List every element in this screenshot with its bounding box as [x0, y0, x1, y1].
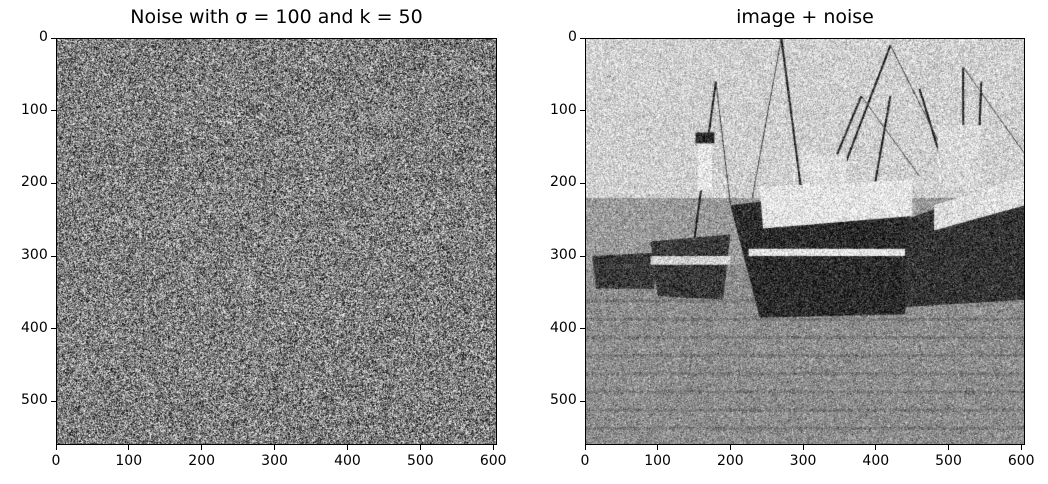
noisy-image-title: image + noise	[736, 6, 874, 28]
y-tick-label: 200	[550, 174, 577, 191]
x-tick-label: 600	[479, 453, 507, 469]
x-tick-mark	[584, 445, 586, 450]
x-tick-label: 300	[789, 453, 817, 469]
x-tick-mark	[201, 445, 203, 450]
y-tick-label: 400	[21, 319, 48, 336]
y-tick-label: 500	[21, 392, 48, 409]
y-tick-mark	[580, 37, 585, 39]
noisy-image-axes-frame	[585, 38, 1025, 445]
y-tick-mark	[580, 400, 585, 402]
noise-axes-frame	[56, 38, 497, 445]
y-tick-label: 500	[550, 392, 577, 409]
x-tick-mark	[347, 445, 349, 450]
x-tick-mark	[948, 445, 950, 450]
x-tick-mark	[875, 445, 877, 450]
x-tick-label: 500	[935, 453, 962, 469]
x-tick-label: 400	[334, 453, 361, 469]
x-tick-mark	[419, 445, 421, 450]
y-tick-label: 400	[550, 319, 577, 336]
x-tick-mark	[492, 445, 494, 450]
x-tick-label: 200	[188, 453, 216, 469]
y-tick-label: 300	[21, 247, 48, 264]
y-tick-label: 300	[550, 247, 577, 264]
y-tick-mark	[51, 110, 56, 112]
y-tick-mark	[580, 255, 585, 257]
y-tick-mark	[580, 328, 585, 330]
x-tick-label: 500	[406, 453, 434, 469]
x-tick-label: 0	[580, 453, 590, 469]
x-tick-label: 200	[716, 453, 744, 469]
x-tick-mark	[128, 445, 130, 450]
x-tick-label: 600	[1007, 453, 1035, 469]
x-tick-label: 100	[115, 453, 143, 469]
y-tick-mark	[51, 182, 56, 184]
y-tick-label: 200	[21, 174, 48, 191]
y-tick-mark	[51, 400, 56, 402]
y-tick-mark	[51, 37, 56, 39]
x-tick-label: 300	[261, 453, 288, 469]
y-tick-label: 100	[550, 101, 577, 118]
boats-noisy-image	[585, 38, 1025, 445]
x-tick-mark	[55, 445, 57, 450]
x-tick-label: 400	[862, 453, 890, 469]
y-tick-label: 100	[21, 101, 48, 118]
x-tick-mark	[274, 445, 276, 450]
x-tick-mark	[802, 445, 804, 450]
y-tick-label: 0	[39, 29, 48, 45]
x-tick-label: 100	[644, 453, 671, 469]
y-tick-label: 0	[568, 29, 577, 45]
x-tick-label: 0	[51, 453, 61, 469]
y-tick-mark	[580, 182, 585, 184]
x-tick-mark	[657, 445, 659, 450]
x-tick-mark	[729, 445, 731, 450]
noise-image	[56, 38, 497, 445]
noise-title: Noise with σ = 100 and k = 50	[130, 6, 423, 28]
y-tick-mark	[580, 110, 585, 112]
y-tick-mark	[51, 328, 56, 330]
x-tick-mark	[1020, 445, 1022, 450]
y-tick-mark	[51, 255, 56, 257]
